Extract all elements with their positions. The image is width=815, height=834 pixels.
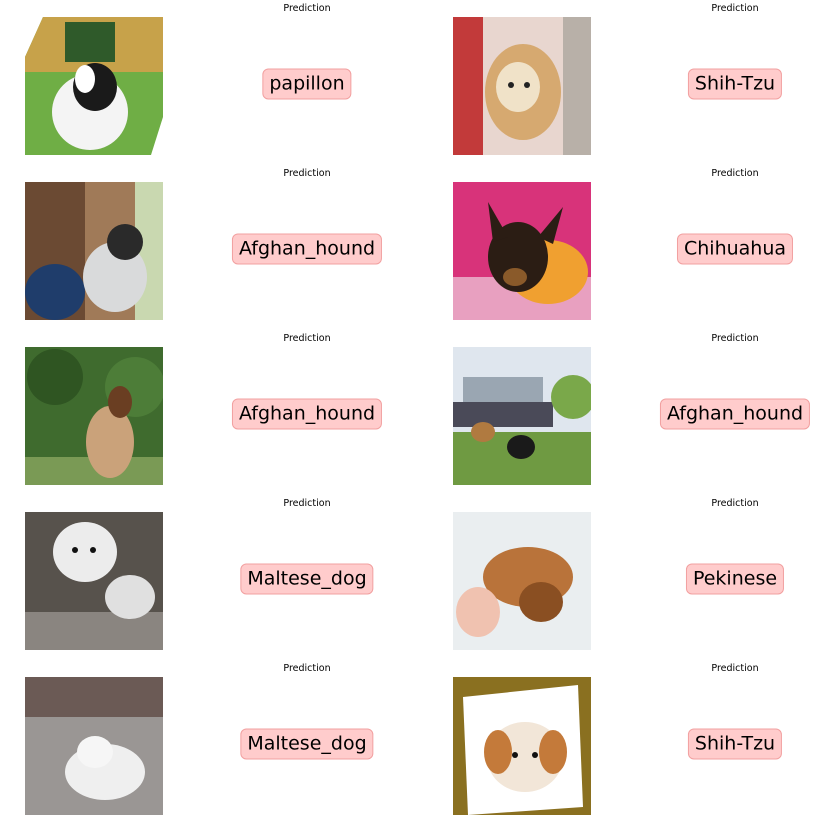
prediction-title: Prediction	[283, 333, 331, 344]
dog-photo	[25, 182, 163, 320]
prediction-title: Prediction	[711, 498, 759, 509]
prediction-label: Maltese_dog	[240, 563, 374, 595]
prediction-label: Afghan_hound	[659, 398, 811, 430]
prediction-label: Pekinese	[685, 563, 785, 595]
prediction-label: Maltese_dog	[240, 728, 374, 760]
dog-photo	[25, 512, 163, 650]
dog-photo	[25, 17, 163, 155]
prediction-title: Prediction	[711, 168, 759, 179]
prediction-title: Prediction	[283, 663, 331, 674]
grid-row: Prediction papillon Prediction Shih-Tzu	[0, 0, 815, 165]
prediction-title: Prediction	[711, 663, 759, 674]
prediction-title: Prediction	[711, 3, 759, 14]
prediction-label: papillon	[262, 68, 352, 100]
prediction-label: Shih-Tzu	[687, 68, 783, 100]
prediction-label: Chihuahua	[676, 233, 794, 265]
dog-photo	[453, 347, 591, 485]
prediction-title: Prediction	[283, 168, 331, 179]
grid-row: Prediction Afghan_hound Prediction Chihu…	[0, 165, 815, 330]
grid-row: Prediction Maltese_dog Prediction Pekine…	[0, 495, 815, 660]
prediction-title: Prediction	[283, 498, 331, 509]
dog-photo	[453, 17, 591, 155]
dog-photo	[25, 347, 163, 485]
grid-row: Prediction Maltese_dog Prediction Shih-T…	[0, 660, 815, 825]
prediction-title: Prediction	[711, 333, 759, 344]
dog-photo	[453, 182, 591, 320]
papillon-photo-placeholder	[25, 17, 163, 155]
dog-photo	[453, 512, 591, 650]
prediction-label: Afghan_hound	[231, 233, 383, 265]
prediction-title: Prediction	[283, 3, 331, 14]
dog-photo	[453, 677, 591, 815]
grid-row: Prediction Afghan_hound Prediction Afgha…	[0, 330, 815, 495]
prediction-label: Shih-Tzu	[687, 728, 783, 760]
dog-photo	[25, 677, 163, 815]
prediction-label: Afghan_hound	[231, 398, 383, 430]
